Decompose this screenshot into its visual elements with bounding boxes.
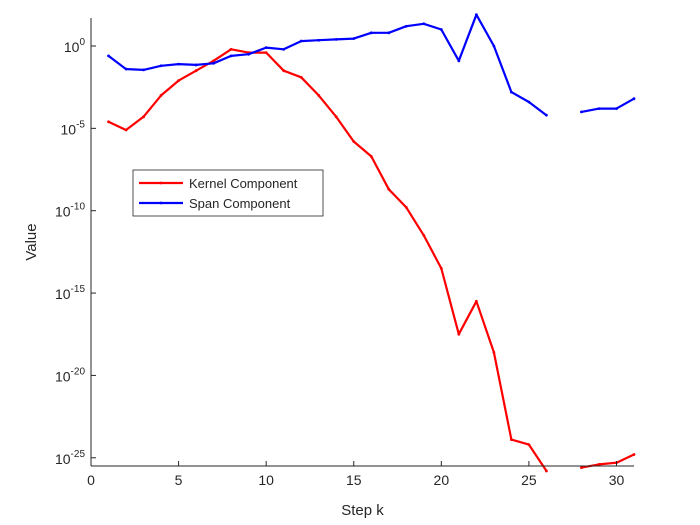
legend-label-kernel-component: Kernel Component (189, 176, 298, 191)
span-component-point (159, 64, 163, 68)
kernel-component-point (299, 75, 303, 79)
x-tick-label: 30 (609, 472, 625, 488)
span-component-point (527, 100, 531, 104)
span-component-point (264, 46, 268, 50)
span-component-point (194, 63, 198, 67)
span-component-line (107, 13, 548, 117)
y-tick-label: 10-15 (55, 284, 85, 302)
span-component-line (581, 97, 635, 113)
axes-box (91, 18, 634, 466)
kernel-component-point (404, 206, 408, 209)
span-component-point (615, 107, 618, 110)
kernel-component-point (545, 469, 548, 473)
kernel-component-point (597, 462, 601, 466)
x-tick-label: 25 (521, 472, 537, 488)
x-ticks: 0 5 10 15 20 25 30 (87, 461, 624, 488)
kernel-component-point (527, 443, 531, 446)
span-component-point (580, 110, 583, 114)
plot-area: 0 5 10 15 20 25 30 100 10-5 10-10 10-15 10-20 10-25 (55, 13, 636, 488)
kernel-component-point (142, 115, 145, 119)
span-component-point (492, 44, 496, 48)
span-component-point (422, 22, 426, 26)
kernel-component-point (282, 69, 286, 73)
legend: Kernel Component Span Component (132, 169, 324, 217)
kernel-component-point (352, 140, 356, 143)
x-axis-label: Step k (341, 502, 384, 519)
span-component-point (177, 62, 180, 66)
span-component-point (352, 37, 356, 40)
legend-marker-kernel-component (159, 181, 163, 185)
y-tick-label: 10-20 (55, 366, 85, 384)
span-component-point (404, 24, 408, 28)
span-component-point (107, 54, 110, 58)
kernel-component-point (334, 115, 338, 119)
x-tick-label: 20 (434, 472, 450, 488)
y-tick-label: 10-10 (55, 202, 85, 220)
legend-label-span-component: Span Component (189, 196, 291, 211)
span-component-point (282, 47, 286, 51)
kernel-component-point (422, 234, 426, 237)
span-component-point (457, 59, 461, 63)
x-tick-label: 0 (87, 472, 95, 488)
legend-box (132, 169, 324, 217)
span-component-point (509, 90, 513, 94)
kernel-component-point (457, 332, 461, 336)
span-component-point (632, 97, 636, 101)
y-tick-label: 100 (64, 37, 86, 55)
span-component-point (334, 38, 338, 41)
kernel-component-point (159, 94, 163, 97)
span-component-point (229, 54, 233, 58)
span-component-point (212, 61, 216, 65)
span-component-point (317, 38, 321, 42)
y-axis-label: Value (23, 223, 40, 260)
kernel-component-point (229, 47, 233, 51)
kernel-component-point (509, 438, 513, 442)
span-component-point (299, 39, 303, 43)
kernel-component-point (107, 120, 110, 124)
kernel-component-point (439, 266, 443, 270)
kernel-component-point (369, 154, 373, 158)
kernel-component-point (177, 79, 180, 82)
kernel-component-point (387, 187, 391, 191)
span-component-point (597, 107, 601, 110)
span-component-point (142, 68, 145, 72)
kernel-component-point (264, 51, 268, 54)
span-component-point (387, 31, 391, 35)
legend-marker-span-component (159, 201, 163, 205)
kernel-component-point (492, 350, 496, 354)
span-component-point (124, 67, 128, 71)
span-component-point (474, 13, 478, 17)
kernel-component-point (580, 466, 583, 470)
x-tick-label: 15 (346, 472, 362, 488)
kernel-component-point (474, 299, 478, 303)
kernel-component-line (108, 48, 548, 472)
span-component-point (247, 52, 251, 56)
y-ticks: 100 10-5 10-10 10-15 10-20 10-25 (55, 37, 96, 467)
kernel-component-point (194, 69, 198, 73)
y-tick-label: 10-5 (61, 119, 86, 137)
kernel-component-point (317, 94, 321, 97)
x-tick-label: 5 (175, 472, 183, 488)
legend-entries: Kernel Component Span Component (139, 176, 298, 211)
span-component-point (545, 113, 548, 117)
y-tick-label: 10-25 (55, 449, 85, 467)
span-component-point (439, 28, 443, 31)
span-component-point (369, 31, 373, 35)
kernel-component-point (632, 453, 636, 456)
x-tick-label: 10 (258, 472, 274, 488)
kernel-component-point (124, 128, 128, 132)
kernel-component-point (212, 59, 216, 63)
